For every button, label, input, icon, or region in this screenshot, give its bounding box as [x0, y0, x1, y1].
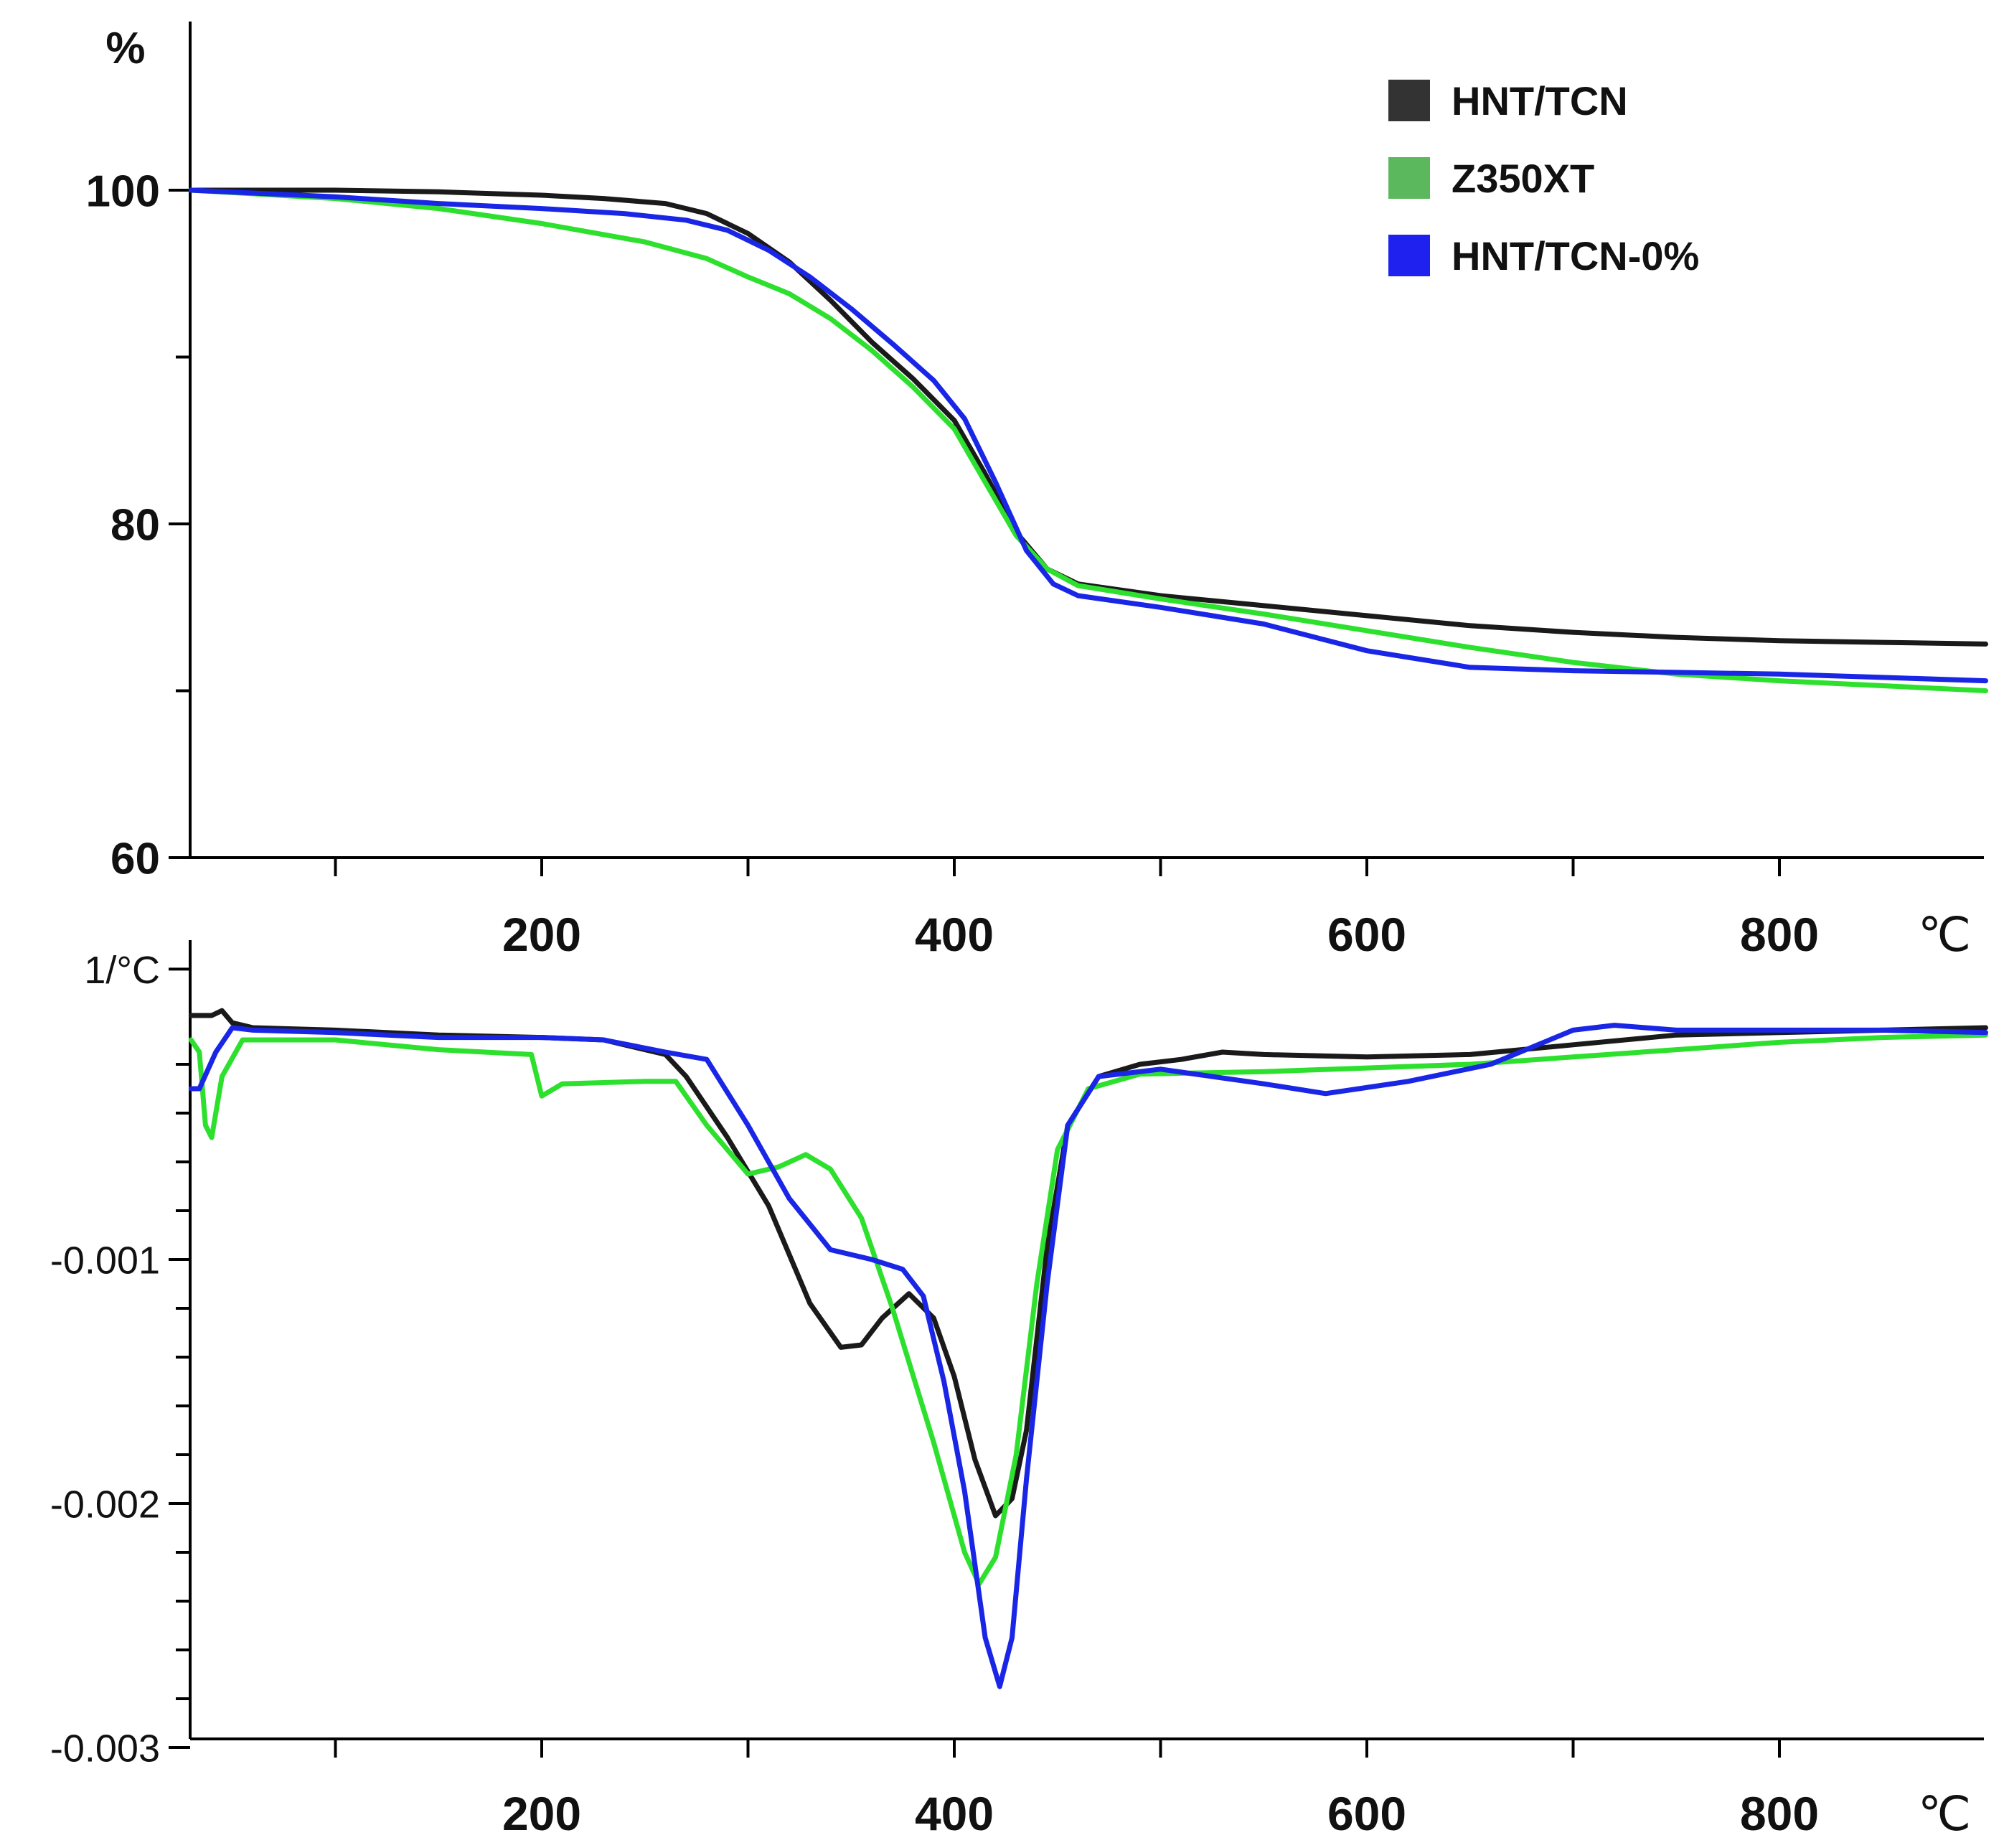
tga-y-tick-label: 60: [110, 834, 160, 883]
tga-series-z350xt: [188, 187, 1988, 693]
tga-y-tick-label: 100: [86, 166, 160, 216]
dtg-y-tick-label: -0.001: [50, 1239, 160, 1282]
tga-series-hnt-tcn: [188, 187, 1988, 647]
tga-chart: 200 400 600 800 ℃6080100%HNT/TCNZ350XTHNT/TC…: [86, 22, 1988, 961]
tga-legend: HNT/TCN Z350XT HNT/TCN-0%: [1388, 78, 1699, 278]
dtg-x-tick-label: 600: [1327, 1787, 1406, 1840]
dtg-y-tick-label: -0.003: [50, 1727, 160, 1770]
tga-x-tick-label: 200: [502, 908, 581, 961]
dtg-x-unit-label: ℃: [1918, 1787, 1971, 1840]
tga-y-axis-label: %: [105, 24, 145, 73]
dtg-series-z350xt: [188, 1032, 1988, 1587]
legend-swatch: [1388, 157, 1430, 199]
tga-x-tick-label: 600: [1327, 908, 1406, 961]
dtg-y-tick-label: -0.002: [50, 1483, 160, 1526]
dtg-series-hnt-tcn-0-: [188, 1023, 1988, 1689]
dtg-x-tick-label: 200: [502, 1787, 581, 1840]
tga-x-unit-label: ℃: [1918, 908, 1971, 961]
legend-swatch: [1388, 235, 1430, 276]
tga-y-tick-label: 80: [110, 500, 160, 550]
legend-label: Z350XT: [1452, 156, 1594, 201]
tga-x-tick-label: 400: [915, 908, 994, 961]
tga-series-hnt-tcn-0-: [188, 187, 1988, 684]
legend-label: HNT/TCN: [1452, 78, 1628, 123]
dtg-x-tick-label: 400: [915, 1787, 994, 1840]
legend-label: HNT/TCN-0%: [1452, 233, 1699, 278]
tga-x-tick-label: 800: [1740, 908, 1819, 961]
legend-swatch: [1388, 80, 1430, 121]
dtg-chart: 200 400 600 800 ℃ 1/°C -0.001 -0.002 -0.003: [50, 940, 1988, 1840]
dtg-x-tick-label: 800: [1740, 1787, 1819, 1840]
dtg-y-tick-label: 1/°C: [84, 949, 160, 992]
